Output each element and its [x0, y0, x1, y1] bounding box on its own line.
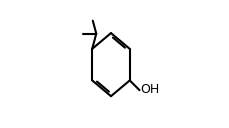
- Text: OH: OH: [140, 83, 159, 96]
